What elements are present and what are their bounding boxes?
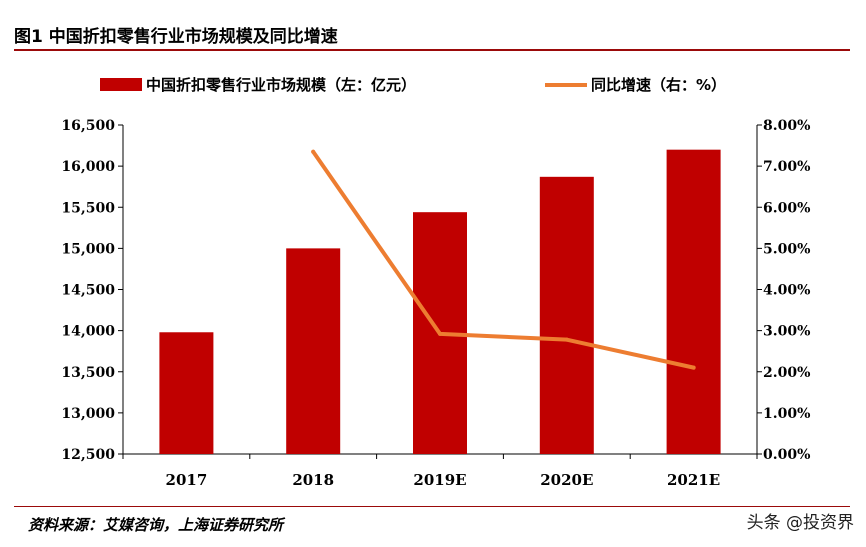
y-left-tick-label: 16,000 [61, 159, 115, 175]
x-tick-label: 2021E [667, 471, 720, 489]
x-tick-label: 2018 [292, 471, 334, 489]
legend-swatch-bar [100, 78, 142, 91]
y-right-tick-label: 2.00% [763, 365, 810, 381]
x-tick-label: 2017 [166, 471, 208, 489]
bar-2021e [666, 149, 721, 455]
source-note: 资料来源：艾媒咨询，上海证券研究所 [28, 516, 284, 534]
figure-title: 图1 中国折扣零售行业市场规模及同比增速 [14, 27, 338, 47]
y-left-tick-label: 15,500 [61, 200, 115, 216]
y-right-tick-label: 7.00% [763, 159, 810, 175]
growth-rate-line [311, 149, 696, 370]
footer-divider [14, 506, 850, 507]
bar-2020e [539, 176, 594, 454]
growth-point-2020e [564, 337, 569, 342]
y-left-tick-label: 13,500 [61, 365, 115, 381]
chart-legend: 中国折扣零售行业市场规模（左：亿元） 同比增速（右：%） [0, 70, 866, 96]
growth-point-2018 [311, 149, 316, 154]
y-right-tick-label: 5.00% [763, 241, 810, 257]
y-right-tick-label: 8.00% [763, 118, 810, 134]
y-left-tick-label: 14,000 [61, 324, 115, 340]
y-right-tick-label: 0.00% [763, 447, 810, 463]
title-divider [14, 49, 850, 51]
y-left-tick-label: 13,000 [61, 406, 115, 422]
y-left-tick-label: 16,500 [61, 118, 115, 134]
y-left-tick-label: 15,000 [61, 241, 115, 257]
growth-point-2019e [438, 331, 442, 336]
y-right-tick-label: 6.00% [763, 200, 810, 216]
legend-label-line: 同比增速（右：%） [591, 76, 727, 94]
legend-item-line: 同比增速（右：%） [545, 74, 726, 95]
watermark-text: 头条 @投资界 [746, 513, 854, 533]
bar-2018 [286, 248, 341, 454]
legend-item-bar: 中国折扣零售行业市场规模（左：亿元） [100, 74, 416, 95]
y-left-tick-label: 12,500 [61, 447, 115, 463]
y-right-tick-label: 1.00% [763, 406, 810, 422]
growth-point-2021e [691, 365, 696, 370]
x-tick-label: 2019E [413, 471, 466, 489]
legend-label-bar: 中国折扣零售行业市场规模（左：亿元） [146, 76, 417, 94]
x-tick-label: 2020E [540, 471, 593, 489]
legend-swatch-line [545, 82, 587, 87]
bar-2017 [159, 332, 214, 454]
y-right-tick-label: 3.00% [763, 324, 810, 340]
y-left-tick-label: 14,500 [61, 283, 115, 299]
y-right-tick-label: 4.00% [763, 283, 810, 299]
